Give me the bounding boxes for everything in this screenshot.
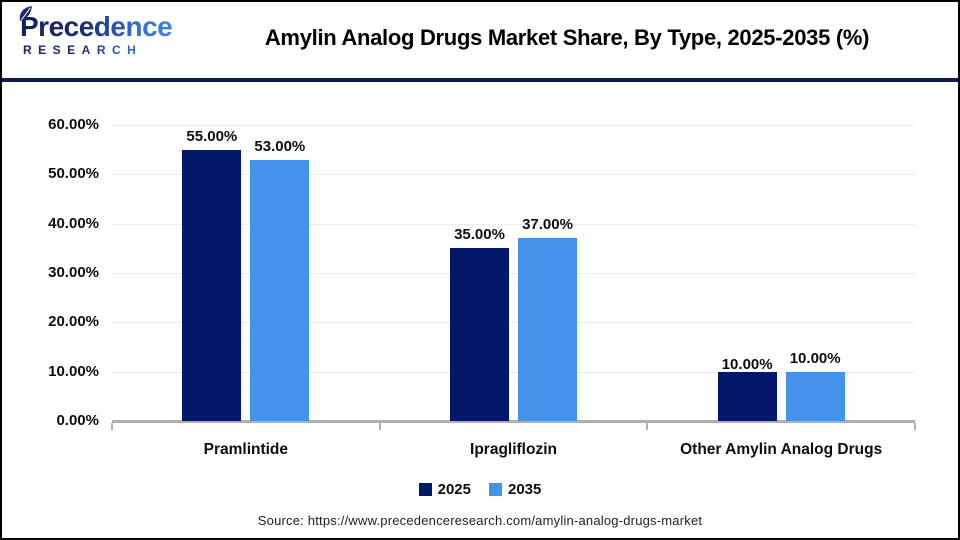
- gridline-10: [112, 371, 915, 373]
- source-note: Source: https://www.precedenceresearch.c…: [257, 513, 703, 528]
- y-axis-tick-label: 30.00%: [48, 264, 99, 281]
- x-axis-tick: [378, 423, 381, 430]
- category-label: Pramlintide: [203, 441, 289, 458]
- bar-value-label: 35.00%: [454, 226, 505, 244]
- y-axis-tick-label: 0.00%: [56, 412, 99, 429]
- legend-swatch-2025: [418, 483, 432, 496]
- legend-label: 2035: [508, 481, 542, 498]
- gridline-50: [112, 174, 915, 176]
- gridline-60: [112, 125, 915, 126]
- y-axis-tick-label: 10.00%: [48, 362, 99, 380]
- y-axis-tick-label: 60.00%: [48, 116, 99, 133]
- header: Precedence RESEARCH Amylin Analog Drugs …: [2, 2, 958, 82]
- bar-value-label: 53.00%: [254, 137, 306, 155]
- logo-wordmark: Precedence: [20, 11, 173, 42]
- y-axis-tick-label: 50.00%: [48, 165, 99, 183]
- legend-label: 2025: [437, 481, 471, 498]
- bar-2035: [250, 159, 310, 421]
- bar-2035: [518, 238, 577, 421]
- bar-value-label: 10.00%: [789, 349, 841, 367]
- category-label: Ipragliflozin: [470, 441, 557, 458]
- y-axis-tick-label: 40.00%: [48, 214, 99, 232]
- leaf-icon: [19, 6, 32, 21]
- x-axis-tick: [111, 423, 113, 430]
- legend-swatch-2035: [489, 483, 502, 496]
- bar-2025: [182, 149, 242, 421]
- bar-value-label: 10.00%: [721, 355, 773, 373]
- precedence-logo: Precedence RESEARCH: [19, 6, 173, 56]
- bar-2025: [717, 371, 777, 421]
- legend-item-2025: 2025: [418, 481, 471, 498]
- bar-chart: 0.00% 10.00% 20.00% 30.00% 40.00% 50.00% 60.00…: [2, 82, 958, 538]
- gridline-20: [112, 322, 915, 324]
- bar-2035: [785, 371, 845, 421]
- x-axis-tick: [646, 423, 649, 430]
- gridline-30: [112, 273, 915, 274]
- category-label: Other Amylin Analog Drugs: [680, 441, 883, 458]
- logo-subtext: RESEARCH: [20, 44, 172, 56]
- x-axis-tick: [914, 423, 916, 430]
- legend-item-2035: 2035: [489, 481, 541, 498]
- x-axis-line: [112, 420, 915, 423]
- bar-2025: [450, 248, 509, 421]
- legend: 2025 2035: [2, 481, 958, 498]
- gridline-40: [112, 223, 915, 225]
- y-axis-tick-label: 20.00%: [48, 313, 99, 331]
- chart-title: Amylin Analog Drugs Market Share, By Typ…: [264, 25, 870, 50]
- bar-value-label: 37.00%: [522, 216, 573, 234]
- bar-value-label: 55.00%: [186, 127, 238, 145]
